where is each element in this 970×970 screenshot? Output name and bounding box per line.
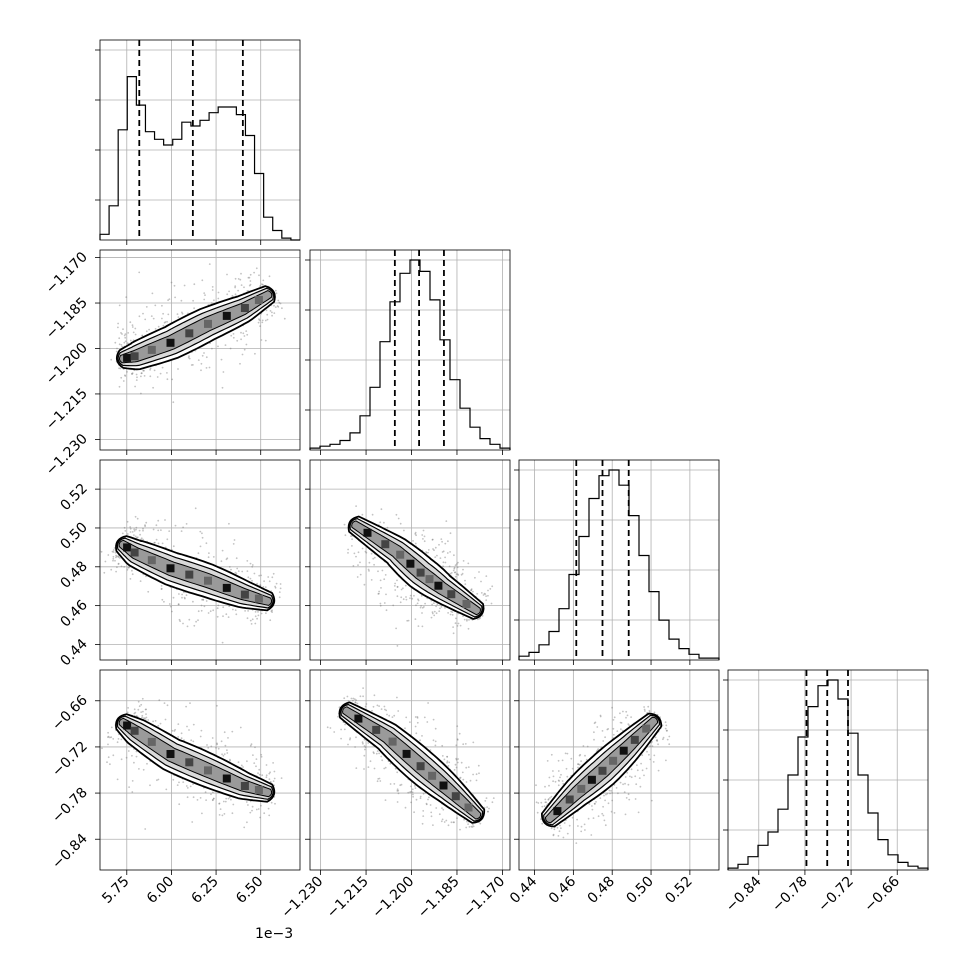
density-frame	[99, 459, 301, 661]
histogram-step	[99, 76, 300, 241]
histogram-step	[309, 259, 511, 450]
histogram-step	[518, 469, 720, 660]
x-tick-label: −1.200	[369, 874, 417, 922]
density-panel	[326, 687, 495, 831]
y-tick-label: −1.200	[43, 340, 91, 388]
y-tick-label: 0.52	[57, 481, 90, 514]
density-panel	[535, 705, 671, 844]
x-tick-label: 6.50	[233, 874, 266, 907]
y-tick-label: −0.84	[49, 831, 91, 873]
y-tick-label: −0.78	[49, 785, 91, 827]
y-tick-label: −0.66	[49, 692, 91, 734]
density-frame	[309, 669, 511, 871]
x-tick-label: 0.50	[624, 874, 657, 907]
y-tick-label: 0.50	[57, 519, 90, 552]
y-tick-label: 0.44	[57, 636, 90, 669]
density-panel	[100, 507, 282, 644]
x-tick-label: 0.44	[507, 873, 540, 906]
density-frame	[309, 459, 511, 661]
x-tick-label: 0.46	[546, 873, 579, 906]
x-tick-label: 0.48	[585, 874, 618, 907]
x-tick-label: −0.84	[723, 873, 765, 915]
y-tick-label: −0.72	[49, 738, 91, 780]
y-tick-label: −1.185	[43, 295, 91, 343]
y-tick-label: −1.230	[43, 431, 91, 479]
x-tick-label: −0.66	[861, 873, 903, 915]
histogram-frame	[99, 39, 301, 241]
density-frame	[99, 249, 301, 451]
x-tick-label: 0.52	[662, 874, 695, 907]
density-panel	[110, 263, 286, 404]
density-panel	[343, 505, 494, 647]
density-frame	[518, 669, 720, 871]
y-tick-label: −1.170	[43, 249, 91, 297]
histogram-panel	[100, 40, 300, 240]
histogram-frame	[727, 669, 929, 871]
x-tick-label: −1.170	[460, 874, 508, 922]
histogram-panel	[310, 250, 510, 450]
x-tick-label: 6.00	[144, 874, 177, 907]
x-tick-label: −1.230	[278, 874, 326, 922]
histogram-frame	[518, 459, 720, 661]
y-tick-label: −1.215	[43, 385, 91, 433]
histogram-frame	[309, 249, 511, 451]
y-tick-label: 0.48	[57, 558, 90, 591]
x-tick-label: −0.72	[815, 874, 857, 916]
density-frame	[99, 669, 301, 871]
axis-offset-label: 1e−3	[255, 926, 293, 942]
histogram-panel	[519, 460, 719, 660]
x-tick-label: −1.215	[324, 874, 372, 922]
x-tick-label: −1.185	[415, 874, 463, 922]
x-tick-label: 6.25	[189, 874, 222, 907]
density-panel	[101, 697, 283, 830]
x-tick-label: 5.75	[99, 874, 132, 907]
y-tick-label: 0.46	[57, 597, 90, 630]
x-tick-label: −0.78	[769, 874, 811, 916]
